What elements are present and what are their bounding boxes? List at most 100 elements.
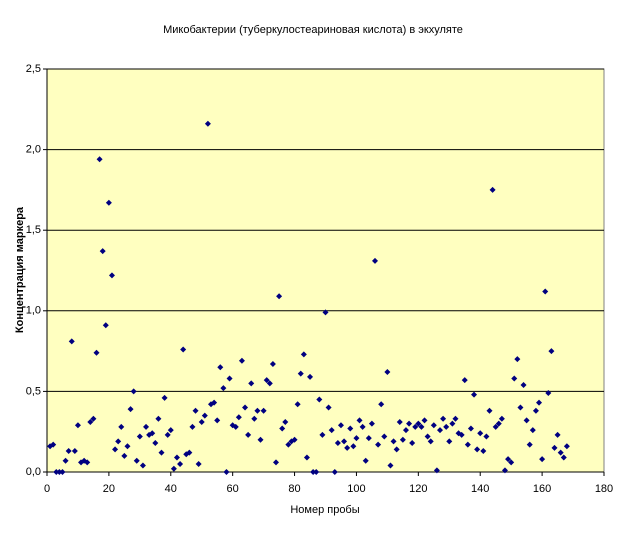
point	[458, 431, 465, 438]
point	[242, 404, 249, 411]
point	[529, 427, 536, 434]
point	[424, 433, 431, 440]
point	[362, 457, 369, 464]
point	[452, 415, 459, 422]
point	[260, 407, 267, 414]
point	[195, 460, 202, 467]
point	[291, 436, 298, 443]
y-tick-label: 1,5	[26, 224, 41, 236]
point	[344, 444, 351, 451]
point	[96, 156, 103, 163]
point	[359, 423, 366, 430]
point	[554, 431, 561, 438]
point	[501, 467, 508, 474]
point	[158, 449, 165, 456]
point	[526, 441, 533, 448]
point	[161, 394, 168, 401]
plot-area	[46, 68, 605, 473]
point	[316, 396, 323, 403]
point	[520, 381, 527, 388]
point	[477, 430, 484, 437]
x-tick-label: 120	[409, 483, 427, 495]
point	[62, 457, 69, 464]
point	[251, 415, 258, 422]
point	[279, 425, 286, 432]
point	[263, 377, 270, 384]
point	[517, 404, 524, 411]
x-axis-label: Номер пробы	[290, 504, 359, 516]
point	[542, 288, 549, 295]
point	[390, 438, 397, 445]
point	[177, 460, 184, 467]
x-tick-label: 60	[227, 483, 239, 495]
x-tick-label: 80	[288, 483, 300, 495]
point	[167, 427, 174, 434]
point	[232, 423, 239, 430]
point	[548, 348, 555, 355]
point	[170, 465, 177, 472]
y-axis-label: Концентрация маркера	[14, 206, 26, 333]
point	[396, 419, 403, 426]
point	[415, 420, 422, 427]
point	[238, 357, 245, 364]
point	[523, 417, 530, 424]
point	[467, 425, 474, 432]
point	[446, 438, 453, 445]
point	[204, 120, 211, 127]
point	[139, 462, 146, 469]
point	[557, 449, 564, 456]
point	[102, 322, 109, 329]
point	[68, 338, 75, 345]
point	[436, 427, 443, 434]
point	[285, 441, 292, 448]
point	[297, 370, 304, 377]
point	[421, 417, 428, 424]
point	[433, 467, 440, 474]
point	[495, 420, 502, 427]
point	[50, 441, 57, 448]
point	[105, 199, 112, 206]
point	[124, 443, 131, 450]
point	[325, 404, 332, 411]
point	[322, 309, 329, 316]
point	[173, 454, 180, 461]
point	[93, 349, 100, 356]
point	[412, 423, 419, 430]
x-tick-label: 20	[103, 483, 115, 495]
point	[53, 469, 60, 475]
point	[108, 272, 115, 279]
y-tick-label: 0,0	[26, 466, 41, 478]
point	[347, 425, 354, 432]
point	[99, 248, 106, 255]
point	[399, 436, 406, 443]
point	[353, 435, 360, 442]
point	[198, 419, 205, 426]
point	[303, 454, 310, 461]
point	[149, 430, 156, 437]
point	[118, 423, 125, 430]
x-tick-label: 160	[533, 483, 551, 495]
point	[71, 448, 78, 455]
y-tick-label: 0,5	[26, 385, 41, 397]
point	[334, 439, 341, 446]
point	[282, 419, 289, 426]
point	[341, 438, 348, 445]
point	[492, 423, 499, 430]
point	[90, 415, 97, 422]
point	[381, 433, 388, 440]
point	[130, 388, 137, 395]
point	[365, 435, 372, 442]
point	[201, 412, 208, 419]
point	[248, 380, 255, 387]
point	[372, 257, 379, 264]
point	[189, 423, 196, 430]
x-tick-label: 100	[347, 483, 365, 495]
point	[356, 417, 363, 424]
point	[300, 351, 307, 358]
point	[143, 423, 150, 430]
point	[214, 417, 221, 424]
point	[563, 443, 570, 450]
point	[257, 436, 264, 443]
point	[539, 456, 546, 463]
